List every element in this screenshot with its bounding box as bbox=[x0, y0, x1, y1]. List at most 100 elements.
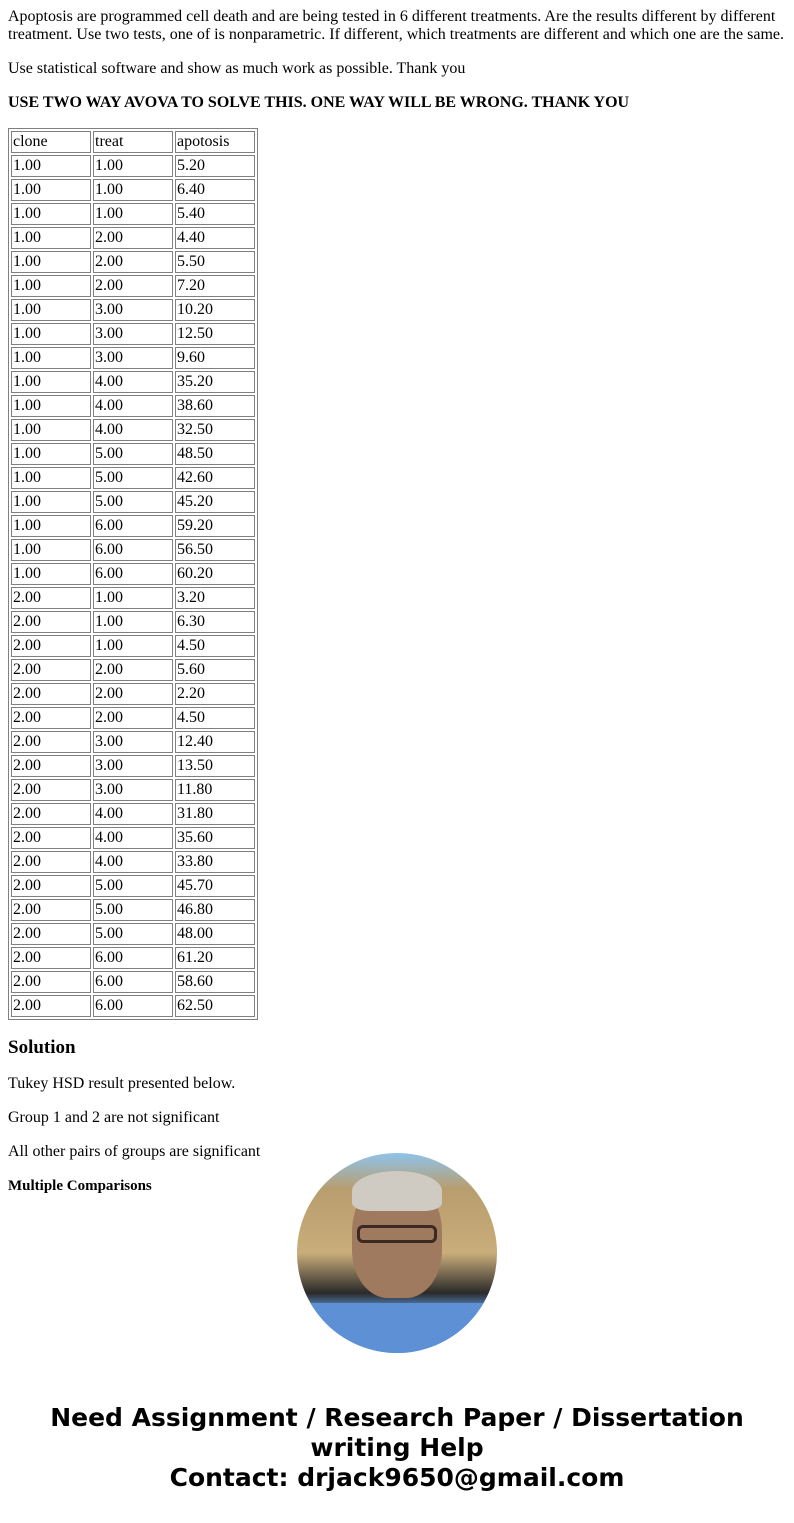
cell-treat: 2.00 bbox=[93, 707, 173, 729]
table-row: 1.00 6.00 56.50 bbox=[11, 539, 255, 561]
cell-treat: 1.00 bbox=[93, 611, 173, 633]
avatar-hair bbox=[352, 1171, 442, 1211]
avatar-shirt bbox=[297, 1303, 497, 1353]
cell-apotosis: 61.20 bbox=[175, 947, 255, 969]
cell-apotosis: 2.20 bbox=[175, 683, 255, 705]
cell-clone: 2.00 bbox=[11, 995, 91, 1017]
cell-apotosis: 48.50 bbox=[175, 443, 255, 465]
table-row: 1.00 4.00 38.60 bbox=[11, 395, 255, 417]
cell-clone: 1.00 bbox=[11, 347, 91, 369]
data-table: clone treat apotosis 1.00 1.00 5.20 1.00 1.0… bbox=[8, 128, 258, 1020]
cell-apotosis: 9.60 bbox=[175, 347, 255, 369]
table-row: 2.00 6.00 61.20 bbox=[11, 947, 255, 969]
table-row: 2.00 1.00 6.30 bbox=[11, 611, 255, 633]
cell-clone: 1.00 bbox=[11, 155, 91, 177]
cell-treat: 1.00 bbox=[93, 635, 173, 657]
cell-clone: 1.00 bbox=[11, 227, 91, 249]
cell-clone: 2.00 bbox=[11, 707, 91, 729]
table-row: 1.00 2.00 7.20 bbox=[11, 275, 255, 297]
cell-clone: 1.00 bbox=[11, 275, 91, 297]
cell-treat: 3.00 bbox=[93, 779, 173, 801]
cell-treat: 3.00 bbox=[93, 347, 173, 369]
cell-clone: 1.00 bbox=[11, 179, 91, 201]
cell-clone: 2.00 bbox=[11, 731, 91, 753]
cell-apotosis: 62.50 bbox=[175, 995, 255, 1017]
cell-apotosis: 58.60 bbox=[175, 971, 255, 993]
question-paragraph-3: USE TWO WAY AVOVA TO SOLVE THIS. ONE WAY… bbox=[8, 94, 630, 111]
table-row: 1.00 6.00 59.20 bbox=[11, 515, 255, 537]
cell-clone: 2.00 bbox=[11, 899, 91, 921]
table-row: 2.00 1.00 3.20 bbox=[11, 587, 255, 609]
cell-clone: 2.00 bbox=[11, 875, 91, 897]
cell-clone: 1.00 bbox=[11, 515, 91, 537]
cell-clone: 2.00 bbox=[11, 659, 91, 681]
cell-clone: 1.00 bbox=[11, 251, 91, 273]
cell-treat: 3.00 bbox=[93, 323, 173, 345]
cell-apotosis: 13.50 bbox=[175, 755, 255, 777]
cell-clone: 1.00 bbox=[11, 467, 91, 489]
cell-treat: 6.00 bbox=[93, 515, 173, 537]
cell-clone: 1.00 bbox=[11, 563, 91, 585]
cell-treat: 1.00 bbox=[93, 179, 173, 201]
table-row: 1.00 3.00 10.20 bbox=[11, 299, 255, 321]
table-row: 1.00 3.00 12.50 bbox=[11, 323, 255, 345]
table-row: 1.00 4.00 32.50 bbox=[11, 419, 255, 441]
cell-apotosis: 48.00 bbox=[175, 923, 255, 945]
table-row: 2.00 2.00 5.60 bbox=[11, 659, 255, 681]
cell-clone: 2.00 bbox=[11, 827, 91, 849]
cell-treat: 5.00 bbox=[93, 443, 173, 465]
cell-clone: 1.00 bbox=[11, 395, 91, 417]
table-row: 2.00 5.00 46.80 bbox=[11, 899, 255, 921]
cell-apotosis: 10.20 bbox=[175, 299, 255, 321]
cell-clone: 2.00 bbox=[11, 611, 91, 633]
cell-clone: 1.00 bbox=[11, 299, 91, 321]
table-row: 1.00 6.00 60.20 bbox=[11, 563, 255, 585]
table-row: 2.00 1.00 4.50 bbox=[11, 635, 255, 657]
cell-clone: 1.00 bbox=[11, 539, 91, 561]
table-row: 2.00 4.00 31.80 bbox=[11, 803, 255, 825]
contact-banner: Need Assignment / Research Paper / Disse… bbox=[0, 1403, 794, 1493]
table-row: 2.00 5.00 45.70 bbox=[11, 875, 255, 897]
cell-treat: 2.00 bbox=[93, 251, 173, 273]
table-row: 2.00 5.00 48.00 bbox=[11, 923, 255, 945]
cell-clone: 2.00 bbox=[11, 947, 91, 969]
cell-treat: 4.00 bbox=[93, 371, 173, 393]
table-row: 1.00 2.00 4.40 bbox=[11, 227, 255, 249]
cell-treat: 3.00 bbox=[93, 299, 173, 321]
table-row: 1.00 1.00 6.40 bbox=[11, 179, 255, 201]
cell-treat: 4.00 bbox=[93, 395, 173, 417]
table-row: 1.00 2.00 5.50 bbox=[11, 251, 255, 273]
cell-apotosis: 7.20 bbox=[175, 275, 255, 297]
cell-apotosis: 33.80 bbox=[175, 851, 255, 873]
cell-apotosis: 59.20 bbox=[175, 515, 255, 537]
banner-line-1: Need Assignment / Research Paper / Disse… bbox=[50, 1403, 744, 1462]
cell-clone: 2.00 bbox=[11, 755, 91, 777]
cell-treat: 2.00 bbox=[93, 659, 173, 681]
table-row: 2.00 2.00 2.20 bbox=[11, 683, 255, 705]
cell-treat: 5.00 bbox=[93, 899, 173, 921]
cell-apotosis: 6.30 bbox=[175, 611, 255, 633]
cell-clone: 1.00 bbox=[11, 491, 91, 513]
cell-clone: 2.00 bbox=[11, 635, 91, 657]
cell-treat: 5.00 bbox=[93, 491, 173, 513]
cell-apotosis: 12.50 bbox=[175, 323, 255, 345]
cell-apotosis: 5.50 bbox=[175, 251, 255, 273]
question-paragraph-1: Apoptosis are programmed cell death and … bbox=[8, 8, 785, 43]
solution-line-2: Group 1 and 2 are not significant bbox=[8, 1109, 220, 1126]
multiple-comparisons-heading: Multiple Comparisons bbox=[8, 1178, 152, 1194]
solution-section: Solution Tukey HSD result presented belo… bbox=[8, 1037, 786, 1195]
table-row: 1.00 5.00 42.60 bbox=[11, 467, 255, 489]
table-row: 1.00 5.00 48.50 bbox=[11, 443, 255, 465]
cell-apotosis: 5.40 bbox=[175, 203, 255, 225]
cell-treat: 6.00 bbox=[93, 995, 173, 1017]
cell-clone: 2.00 bbox=[11, 971, 91, 993]
cell-apotosis: 6.40 bbox=[175, 179, 255, 201]
cell-apotosis: 12.40 bbox=[175, 731, 255, 753]
cell-apotosis: 56.50 bbox=[175, 539, 255, 561]
cell-treat: 2.00 bbox=[93, 683, 173, 705]
cell-clone: 1.00 bbox=[11, 443, 91, 465]
cell-treat: 4.00 bbox=[93, 851, 173, 873]
table-row: 1.00 1.00 5.40 bbox=[11, 203, 255, 225]
document-body: Apoptosis are programmed cell death and … bbox=[8, 8, 786, 1195]
cell-treat: 5.00 bbox=[93, 467, 173, 489]
